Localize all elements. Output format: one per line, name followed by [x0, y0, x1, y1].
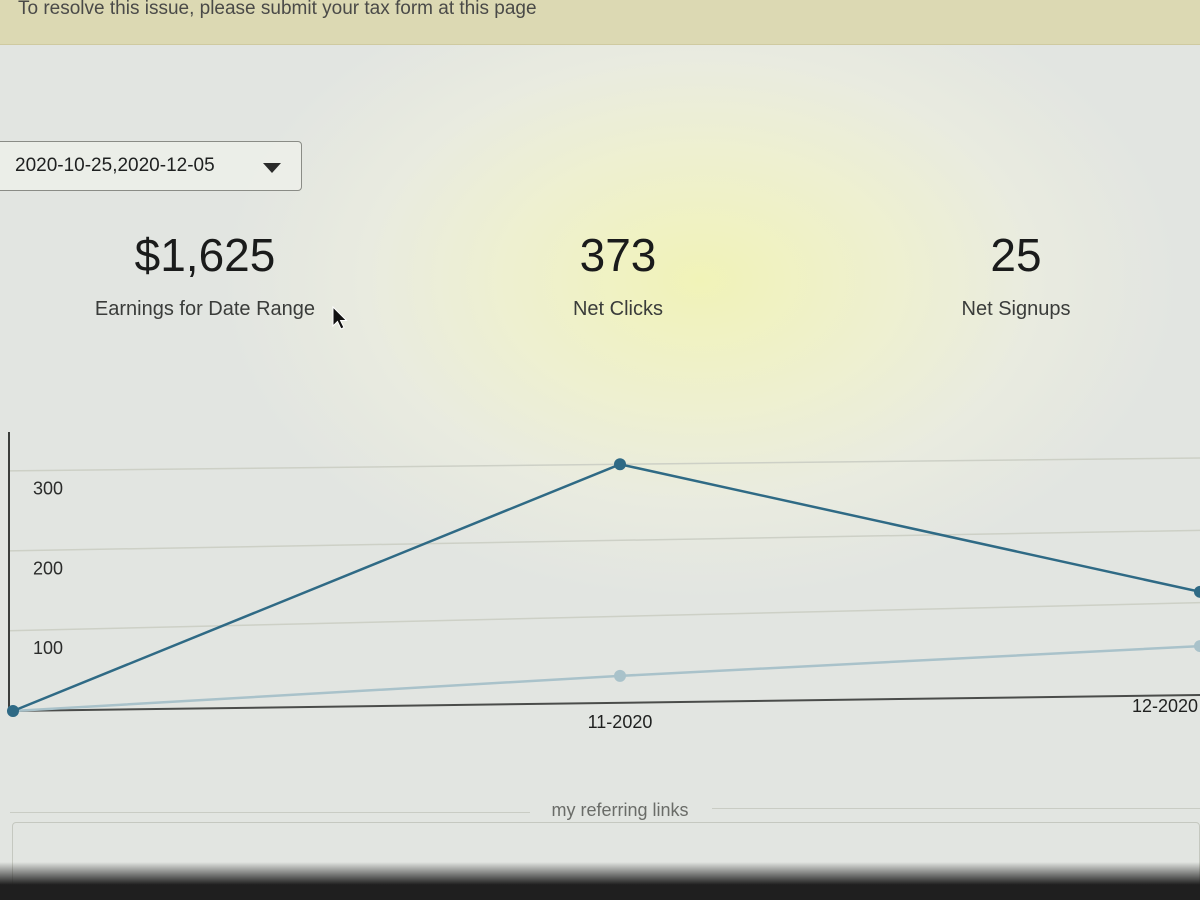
date-range-value: 2020-10-25,2020-12-05: [15, 155, 215, 176]
data-point[interactable]: [614, 669, 626, 682]
y-tick-label: 100: [33, 638, 63, 658]
data-point[interactable]: [7, 705, 19, 717]
chart-series: [7, 458, 1200, 717]
data-point[interactable]: [1194, 585, 1200, 598]
earnings-value: $1,625: [134, 229, 276, 281]
clicks-stat: 373 Net Clicks: [518, 232, 718, 321]
signups-value: 25: [990, 229, 1042, 281]
screen-bezel: [0, 862, 1200, 900]
clicks-value: 373: [579, 229, 657, 281]
x-tick-label: 11-2020: [588, 712, 653, 732]
notice-bar: To resolve this issue, please submit you…: [0, 0, 1200, 45]
x-tick-labels: 11-2020 12-2020: [588, 696, 1198, 732]
y-tick-label: 200: [33, 558, 63, 578]
y-tick-labels: 100 200 300: [33, 479, 63, 659]
data-point[interactable]: [1194, 640, 1200, 653]
mouse-cursor-icon: [332, 306, 348, 330]
gridline-100: [8, 601, 1200, 632]
data-point[interactable]: [614, 458, 626, 471]
section-divider-left: [10, 812, 530, 813]
x-tick-label: 12-2020: [1132, 696, 1198, 716]
tax-notice-text[interactable]: To resolve this issue, please submit you…: [18, 0, 537, 19]
series-line: [12, 462, 1200, 713]
signups-stat: 25 Net Signups: [916, 232, 1116, 321]
date-range-select[interactable]: 2020-10-25,2020-12-05: [0, 141, 302, 191]
section-divider-right: [712, 808, 1200, 809]
earnings-label: Earnings for Date Range: [94, 298, 316, 320]
gridline-200: [8, 529, 1200, 552]
y-tick-label: 300: [33, 479, 63, 499]
earnings-stat: $1,625 Earnings for Date Range: [80, 232, 330, 321]
gridline-300: [8, 457, 1200, 472]
x-axis-line: [8, 694, 1200, 712]
clicks-line-chart: 100 200 300 11-2020 12-2020: [7, 432, 1200, 732]
caret-down-icon: [263, 163, 281, 173]
series-line: [12, 644, 1200, 713]
referring-links-heading: my referring links: [551, 800, 689, 820]
clicks-label: Net Clicks: [572, 298, 663, 320]
signups-label: Net Signups: [961, 298, 1071, 320]
chart-gridlines: [8, 457, 1200, 632]
